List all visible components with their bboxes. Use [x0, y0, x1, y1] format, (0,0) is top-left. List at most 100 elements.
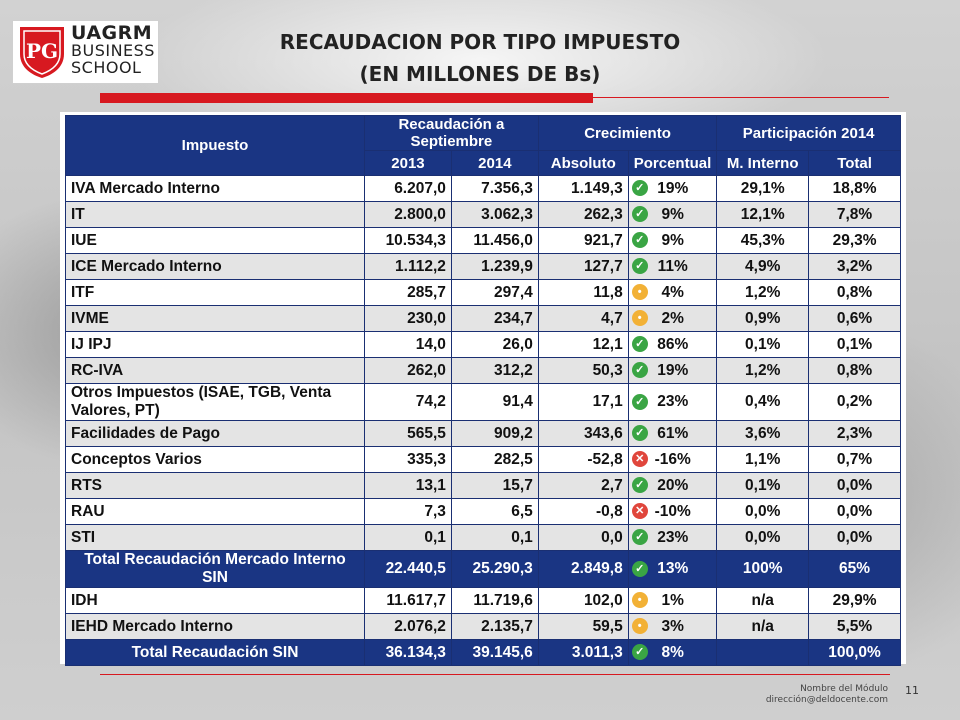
share-internal-cell: 4,9% — [716, 253, 810, 280]
value-2013-cell: 11.617,7 — [364, 587, 452, 614]
value-2014-cell: 25.290,3 — [450, 550, 539, 588]
value-2014-cell: 26,0 — [450, 331, 539, 358]
share-internal-cell: 0,1% — [716, 331, 810, 358]
growth-percent-cell: ✓ 13% — [627, 550, 718, 588]
header-recaudacion: Recaudación a Septiembre — [364, 115, 539, 151]
value-2013-cell: 0,1 — [364, 524, 452, 551]
share-total-cell: 3,2% — [808, 253, 901, 280]
table-row: RAU 7,3 6,5 -0,8 ✕ -10% 0,0% 0,0% — [65, 498, 901, 525]
growth-percent-cell: • 1% — [627, 587, 718, 614]
check-circle-icon: ✓ — [631, 258, 648, 275]
header-row-2: 2013 2014 Absoluto Porcentual M. Interno… — [66, 150, 901, 176]
total-row: Total Recaudación SIN 36.134,3 39.145,6 3.0… — [65, 639, 901, 666]
growth-percent-value: 9% — [661, 205, 684, 223]
share-total-cell: 0,2% — [808, 383, 901, 421]
cross-circle-icon: ✕ — [631, 503, 648, 520]
growth-percent-cell: ✓ 11% — [627, 253, 718, 280]
share-total-cell: 0,6% — [808, 305, 901, 332]
warning-circle-icon: • — [631, 310, 648, 327]
tax-name-cell: Total Recaudación Mercado Interno SIN — [65, 550, 365, 588]
share-total-cell: 100,0% — [808, 639, 901, 666]
value-2013-cell: 285,7 — [364, 279, 452, 306]
warning-circle-icon: • — [631, 592, 648, 609]
growth-percent-cell: ✓ 23% — [627, 524, 718, 551]
check-circle-icon: ✓ — [631, 180, 648, 197]
share-total-cell: 0,0% — [808, 498, 901, 525]
growth-percent-cell: ✓ 20% — [627, 472, 718, 499]
table-row: IVA Mercado Interno 6.207,0 7.356,3 1.149,3… — [65, 175, 901, 202]
page-number: 11 — [905, 684, 919, 697]
growth-absolute-cell: 2.849,8 — [537, 550, 629, 588]
share-internal-cell — [716, 639, 810, 666]
value-2013-cell: 1.112,2 — [364, 253, 452, 280]
share-internal-cell: 0,4% — [716, 383, 810, 421]
growth-percent-value: 61% — [657, 424, 689, 442]
growth-percent-cell: ✓ 61% — [627, 420, 718, 447]
share-internal-cell: 45,3% — [716, 227, 810, 254]
table-row: IT 2.800,0 3.062,3 262,3 ✓ 9% 12,1% 7,8% — [65, 201, 901, 228]
growth-absolute-cell: 11,8 — [537, 279, 629, 306]
growth-absolute-cell: 1.149,3 — [537, 175, 629, 202]
growth-percent-cell: ✕ -10% — [627, 498, 718, 525]
value-2013-cell: 2.076,2 — [364, 613, 452, 640]
growth-percent-cell: • 3% — [627, 613, 718, 640]
growth-percent-cell: ✓ 86% — [627, 331, 718, 358]
table-row: ITF 285,7 297,4 11,8 • 4% 1,2% 0,8% — [65, 279, 901, 306]
growth-absolute-cell: 262,3 — [537, 201, 629, 228]
warning-circle-icon: • — [631, 618, 648, 635]
tax-name-cell: ITF — [65, 279, 365, 306]
check-circle-icon: ✓ — [631, 529, 648, 546]
value-2014-cell: 282,5 — [450, 446, 539, 473]
share-internal-cell: n/a — [716, 613, 810, 640]
value-2014-cell: 39.145,6 — [450, 639, 539, 666]
share-internal-cell: 1,2% — [716, 279, 810, 306]
growth-percent-value: -16% — [654, 450, 691, 468]
table-row: RC-IVA 262,0 312,2 50,3 ✓ 19% 1,2% 0,8% — [65, 357, 901, 384]
share-total-cell: 0,0% — [808, 524, 901, 551]
share-total-cell: 29,3% — [808, 227, 901, 254]
footer-red-line — [100, 674, 890, 675]
growth-percent-value: 23% — [657, 528, 689, 546]
value-2013-cell: 22.440,5 — [364, 550, 452, 588]
tax-name-cell: Conceptos Varios — [65, 446, 365, 473]
growth-percent-value: 9% — [661, 231, 684, 249]
value-2013-cell: 7,3 — [364, 498, 452, 525]
growth-percent-cell: ✓ 8% — [627, 639, 718, 666]
check-circle-icon: ✓ — [631, 232, 648, 249]
value-2013-cell: 335,3 — [364, 446, 452, 473]
logo-text: UAGRM BUSINESS SCHOOL — [71, 24, 155, 77]
page-subtitle: (EN MILLONES DE Bs) — [359, 62, 601, 86]
growth-percent-value: 20% — [657, 476, 689, 494]
table-row: Otros Impuestos (ISAE, TGB, Venta Valore… — [65, 383, 901, 421]
value-2014-cell: 297,4 — [450, 279, 539, 306]
header-crecimiento: Crecimiento — [537, 115, 718, 151]
share-total-cell: 0,1% — [808, 331, 901, 358]
growth-percent-cell: ✕ -16% — [627, 446, 718, 473]
table-row: IVME 230,0 234,7 4,7 • 2% 0,9% 0,6% — [65, 305, 901, 332]
growth-percent-cell: ✓ 19% — [627, 357, 718, 384]
share-total-cell: 29,9% — [808, 587, 901, 614]
tax-name-cell: IJ IPJ — [65, 331, 365, 358]
header-porcentual: Porcentual — [627, 150, 718, 176]
value-2013-cell: 14,0 — [364, 331, 452, 358]
share-internal-cell: 3,6% — [716, 420, 810, 447]
tax-name-cell: IUE — [65, 227, 365, 254]
tax-collection-table: Impuesto Recaudación a Septiembre Crecim… — [65, 115, 901, 666]
value-2014-cell: 11.719,6 — [450, 587, 539, 614]
tax-name-cell: RC-IVA — [65, 357, 365, 384]
share-internal-cell: 1,2% — [716, 357, 810, 384]
value-2014-cell: 91,4 — [450, 383, 539, 421]
value-2014-cell: 3.062,3 — [450, 201, 539, 228]
table-row: Facilidades de Pago 565,5 909,2 343,6 ✓ 61% 3,… — [65, 420, 901, 447]
growth-percent-value: 2% — [661, 309, 684, 327]
growth-absolute-cell: 3.011,3 — [537, 639, 629, 666]
logo-line-2: BUSINESS — [71, 41, 155, 60]
header-2013: 2013 — [364, 150, 452, 176]
title-red-bar — [100, 93, 593, 103]
table-row: IDH 11.617,7 11.719,6 102,0 • 1% n/a 29,9% — [65, 587, 901, 614]
share-internal-cell: 0,0% — [716, 524, 810, 551]
growth-absolute-cell: 17,1 — [537, 383, 629, 421]
value-2013-cell: 262,0 — [364, 357, 452, 384]
tax-table-container: Impuesto Recaudación a Septiembre Crecim… — [65, 115, 901, 666]
growth-percent-value: 19% — [657, 361, 689, 379]
